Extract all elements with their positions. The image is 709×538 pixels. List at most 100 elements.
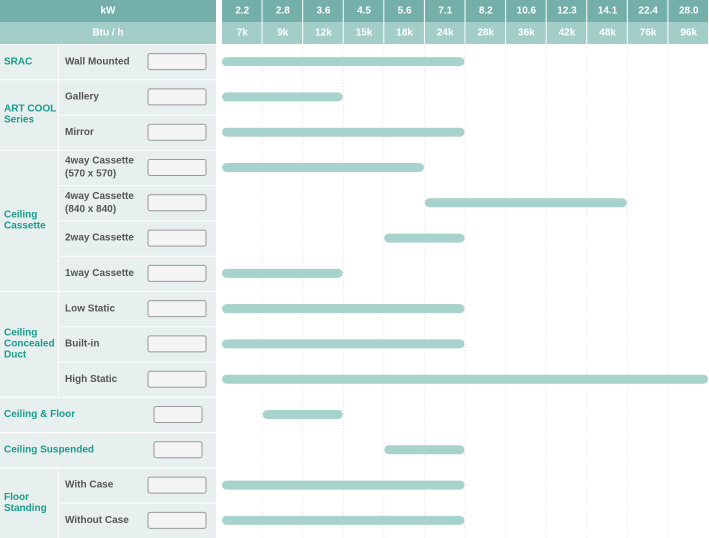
range-bar	[222, 374, 708, 384]
range-bar	[384, 233, 465, 243]
product-image	[147, 194, 207, 212]
model-cell	[59, 186, 140, 221]
product-image	[153, 441, 203, 459]
btu-tick: 24k	[437, 28, 454, 39]
model-cell	[59, 327, 140, 362]
btu-tick: 15k	[356, 28, 373, 39]
btu-tick: 76k	[640, 28, 657, 39]
btu-tick: 96k	[680, 28, 697, 39]
kw-tick: 8.2	[479, 6, 493, 17]
range-bar	[222, 480, 465, 490]
model-cell	[59, 221, 140, 256]
header-btu-cell	[587, 22, 627, 44]
model-cell	[59, 503, 140, 538]
header-btu-cell	[465, 22, 506, 44]
kw-tick: 2.2	[235, 6, 249, 17]
header-kw-cell	[303, 0, 343, 22]
model-cell	[59, 256, 140, 291]
header-kw-cell	[262, 0, 303, 22]
header-kw-cell	[627, 0, 668, 22]
header-kw-cell	[546, 0, 587, 22]
group-cell	[0, 292, 58, 397]
model-label: Wall Mounted	[65, 56, 130, 67]
group-label: Ceiling	[4, 210, 37, 221]
header-btu-cell	[343, 22, 384, 44]
product-image	[147, 229, 207, 247]
product-image	[147, 335, 207, 353]
model-label: 2way Cassette	[65, 233, 134, 244]
range-bar	[222, 515, 465, 525]
header-kw-cell	[506, 0, 546, 22]
group-cell	[0, 45, 58, 80]
model-cell	[59, 150, 140, 186]
kw-tick: 12.3	[557, 6, 577, 17]
kw-tick: 28.0	[679, 6, 699, 17]
btu-tick: 7k	[237, 28, 249, 39]
header-btu-cell	[262, 22, 303, 44]
btu-tick: 12k	[315, 28, 332, 39]
group-cell	[0, 150, 58, 291]
model-cell	[59, 362, 140, 397]
model-label: (570 x 570)	[65, 169, 116, 180]
model-label: 1way Cassette	[65, 268, 134, 279]
product-image	[147, 88, 207, 106]
btu-tick: 9k	[277, 28, 289, 39]
product-image	[147, 264, 207, 282]
header-btu-cell	[303, 22, 343, 44]
group-label: SRAC	[4, 56, 32, 67]
group-label: Ceiling & Floor	[4, 409, 75, 420]
model-cell	[59, 115, 140, 150]
group-label: Concealed	[4, 339, 55, 350]
model-cell	[59, 80, 140, 115]
header-kw-cell	[343, 0, 384, 22]
header-btu-cell	[424, 22, 465, 44]
kw-tick: 2.8	[276, 6, 290, 17]
product-image	[147, 159, 207, 176]
header-btu-cell	[627, 22, 668, 44]
model-cell	[59, 292, 140, 327]
kw-tick: 10.6	[517, 6, 537, 17]
product-image	[147, 123, 207, 141]
model-label: Built-in	[65, 339, 99, 350]
group-label: Standing	[4, 503, 47, 514]
range-bar	[424, 198, 627, 208]
header-btu-cell	[384, 22, 424, 44]
model-label: Without Case	[65, 515, 129, 526]
header-kw-cell	[222, 0, 262, 22]
header-kw-bg	[0, 0, 216, 22]
header-kw-cell	[384, 0, 424, 22]
kw-tick: 3.6	[317, 6, 331, 17]
btu-tick: 36k	[518, 28, 535, 39]
product-image	[147, 300, 207, 318]
header-kw-cell	[465, 0, 506, 22]
kw-tick: 14.1	[598, 6, 618, 17]
group-label: Cassette	[4, 221, 46, 232]
model-label: 4way Cassette	[65, 191, 134, 202]
range-bar	[222, 268, 343, 278]
header-btu-cell	[222, 22, 262, 44]
product-image	[147, 53, 207, 71]
header-btu-cell	[546, 22, 587, 44]
range-bar	[222, 127, 465, 137]
product-image	[147, 370, 207, 388]
header-kw-cell	[587, 0, 627, 22]
range-bar	[222, 163, 424, 172]
btu-tick: 28k	[477, 28, 494, 39]
header-kw-cell	[668, 0, 708, 22]
model-label: With Case	[65, 480, 114, 491]
model-label: (840 x 840)	[65, 204, 116, 215]
product-image	[153, 406, 203, 423]
range-bar	[384, 445, 465, 455]
group-cell	[0, 468, 58, 538]
model-cell	[59, 468, 140, 503]
group-cell	[0, 80, 58, 150]
group-label: Floor	[4, 492, 29, 503]
range-bar	[222, 92, 343, 102]
group-label: ART COOL	[4, 104, 56, 115]
header-btu-cell	[506, 22, 546, 44]
group-label: Series	[4, 115, 34, 126]
model-label: Low Static	[65, 303, 115, 314]
btu-tick: 48k	[599, 28, 616, 39]
btu-tick: 18k	[396, 28, 413, 39]
